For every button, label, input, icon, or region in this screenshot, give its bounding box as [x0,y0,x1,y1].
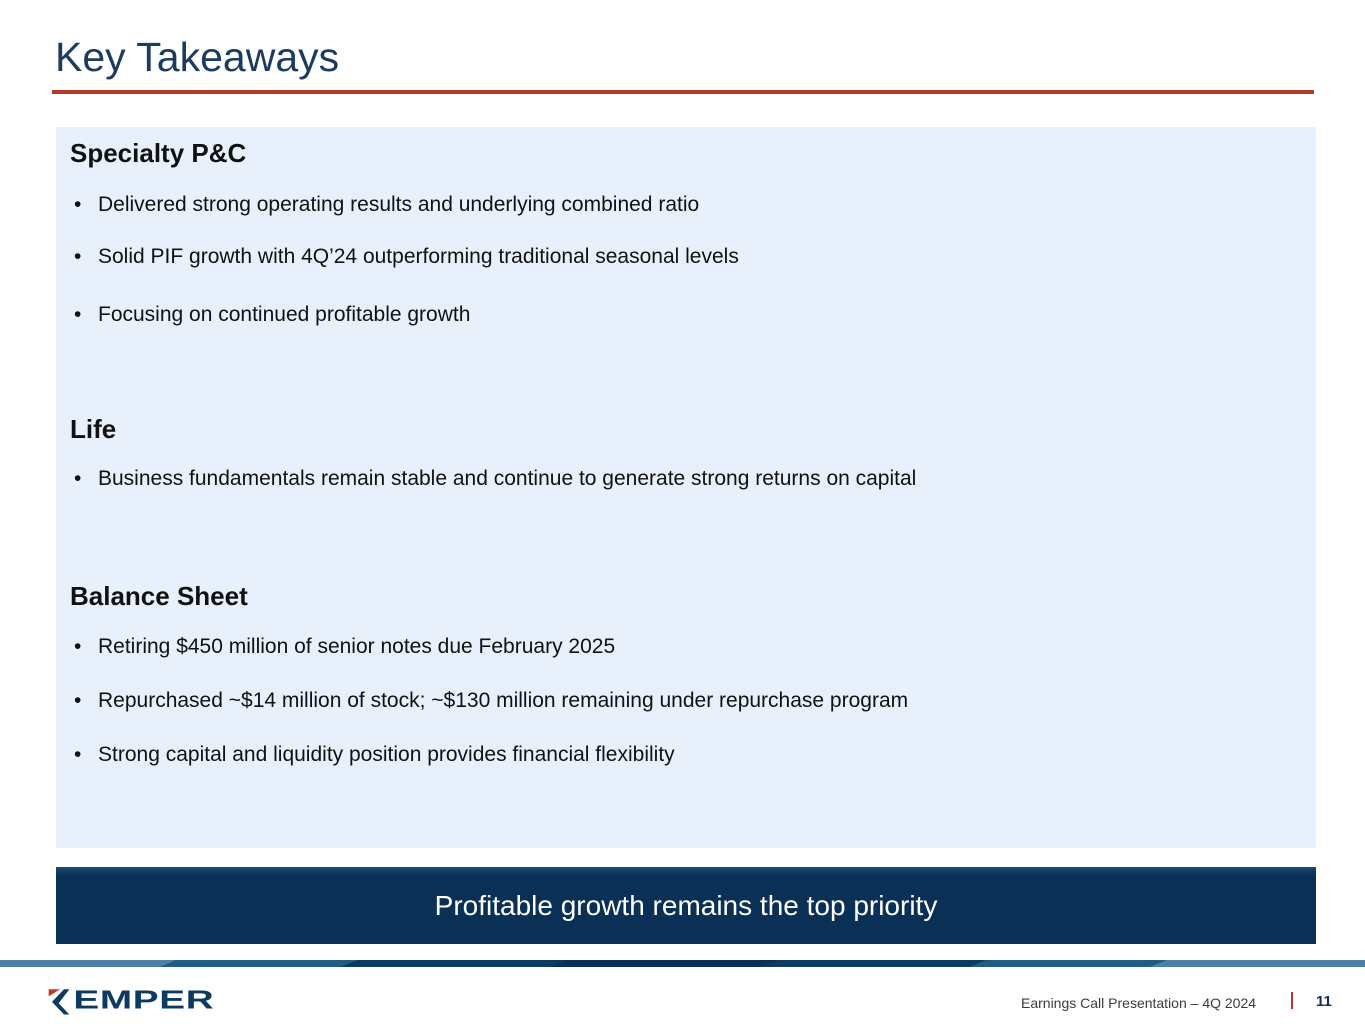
svg-text:EMPER: EMPER [73,985,214,1014]
